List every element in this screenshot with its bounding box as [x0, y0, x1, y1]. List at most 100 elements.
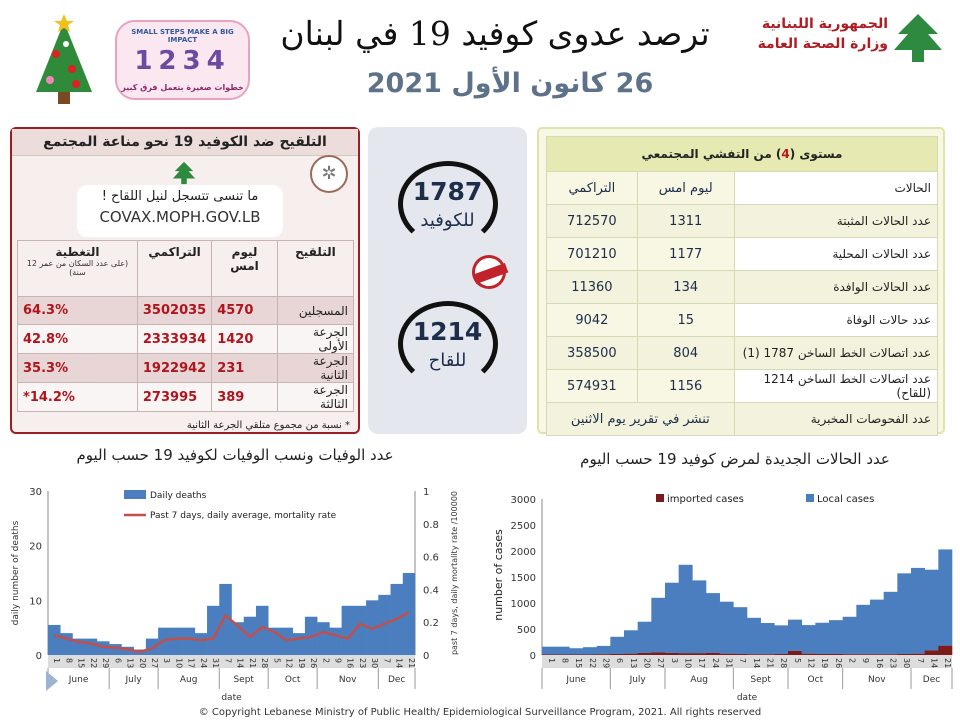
month-label: Aug [180, 675, 198, 685]
copyright-footer: © Copyright Lebanese Ministry of Public … [198, 707, 762, 718]
imported-cases-bar [856, 654, 871, 655]
y-tick-label: 3000 [511, 495, 536, 506]
imported-cases-bar [829, 653, 843, 655]
deaths-bar [145, 638, 159, 655]
x-tick-label: 16 [346, 658, 355, 668]
toll-free-stamp-icon [467, 250, 511, 294]
x-tick-label: 21 [248, 658, 257, 668]
x-tick-label: 19 [297, 658, 306, 668]
x-tick-label: 13 [629, 658, 638, 668]
month-label: July [629, 675, 647, 685]
col-yesterday: ليوم امس [636, 171, 735, 205]
imported-cases-bar [637, 652, 652, 655]
local-cases-bar [924, 569, 939, 651]
deaths-chart-title: عدد الوفيات ونسب الوفيات لكوفيد 19 حسب ا… [76, 446, 394, 464]
col-cumulative: التراكمي [546, 171, 638, 205]
x-tick-label: 8 [561, 658, 570, 663]
table-header-row: التلقيح ليوم امس التراكمي التغطية (على عد… [17, 240, 355, 297]
table-row: الجرعة الأولى 1420 2333934 42.8% [17, 324, 355, 354]
x-tick-label: 7 [223, 658, 232, 663]
local-cases-bar [719, 601, 734, 654]
row-label: عدد حالات الوفاة [733, 303, 939, 337]
imported-cases-bar [583, 654, 597, 655]
month-label: Oct [285, 675, 301, 685]
cumulative-value: 574931 [546, 369, 638, 403]
x-tick-label: 3 [670, 658, 679, 663]
x-tick-label: 7 [916, 658, 925, 663]
cumulative-value: 3502035 [136, 296, 213, 325]
row-label: عدد الحالات المحلية [733, 237, 939, 271]
registration-link[interactable]: COVAX.MOPH.GOV.LB [99, 208, 261, 226]
local-cases-bar [747, 617, 761, 655]
yesterday-value: 389 [211, 382, 278, 412]
x-tick-label: 13 [126, 658, 135, 668]
x-tick-label: 31 [211, 658, 220, 668]
local-cases-bar [801, 625, 816, 654]
hotlines-panel: 1787 للكوفيد 1214 للقاح [368, 127, 527, 434]
imported-cases-bar [760, 654, 775, 655]
row-label: عدد اتصالات الخط الساخن 1787 (1) [733, 336, 939, 370]
legend-swatch-imported [656, 494, 664, 502]
x-tick-label: 1 [52, 658, 61, 663]
row-label: الجرعة الثانية [276, 353, 355, 383]
logo-slogan: خطوات صغيرة بتعمل فرق كبير [121, 83, 244, 92]
imported-cases-bar [719, 653, 734, 655]
footnote: * نسبة من مجموع متلقي الجرعة الثانية [186, 420, 350, 431]
local-cases-bar [637, 621, 652, 653]
imported-cases-bar [542, 654, 556, 655]
y-tick-label: 30 [29, 487, 42, 498]
legend-swatch-local [806, 494, 814, 502]
col-cases: الحالات [733, 171, 939, 205]
logo-text: SMALL STEPS MAKE A BIG IMPACT [131, 28, 234, 44]
deaths-bar [341, 605, 355, 655]
cumulative-value: 358500 [546, 336, 638, 370]
imported-cases-bar [801, 653, 816, 655]
local-cases-bar [897, 573, 912, 654]
month-label: July [125, 675, 143, 685]
month-label: Nov [339, 675, 357, 685]
y-tick-label: 2500 [511, 521, 536, 532]
imported-cases-bar [747, 654, 761, 655]
yesterday-value: 4570 [211, 296, 278, 325]
y2-tick-label: 0.2 [423, 618, 439, 629]
outbreak-level-title: مستوى (4) من التفشي المجتمعي [546, 136, 938, 172]
deaths-bar [84, 638, 98, 655]
row-label: عدد اتصالات الخط الساخن 1214 (للقاح) [733, 369, 939, 403]
col-cumulative: التراكمي [136, 240, 213, 297]
y2-tick-label: 0.8 [423, 520, 439, 531]
y-tick-label: 0 [36, 651, 42, 662]
x-tick-label: 14 [236, 658, 245, 668]
tests-value: تنشر في تقرير يوم الاثنين [546, 402, 735, 436]
col-yesterday: ليوم امس [211, 240, 278, 297]
row-label: الجرعة الأولى [276, 324, 355, 354]
y2-tick-label: 0 [423, 651, 429, 662]
local-cases-bar [596, 645, 611, 655]
y-tick-label: 1500 [511, 573, 536, 584]
x-tick-label: 17 [697, 658, 706, 668]
x-tick-label: 17 [187, 658, 196, 668]
x-tick-label: 19 [820, 658, 829, 668]
imported-cases-bar [665, 652, 679, 655]
x-tick-label: 22 [89, 658, 98, 668]
imported-cases-bar [870, 654, 884, 655]
x-tick-label: 16 [875, 658, 884, 668]
local-cases-bar [542, 646, 556, 655]
x-tick-label: 23 [358, 658, 367, 668]
local-cases-bar [733, 607, 748, 654]
x-tick-label: 24 [711, 658, 720, 668]
col-vaccine: التلقيح [276, 240, 355, 297]
table-row: عدد الحالات المثبتة 1311 712570 [546, 204, 939, 238]
x-tick-label: 20 [138, 658, 147, 668]
headset-icon [398, 161, 498, 247]
x-tick-label: 8 [64, 658, 73, 663]
hotline-label: للقاح [428, 350, 467, 371]
x-axis-label: date [221, 693, 242, 703]
local-cases-bar [911, 567, 925, 654]
mortality-rate-line [53, 611, 410, 654]
y-tick-label: 10 [29, 596, 42, 607]
cumulative-value: 1922942 [136, 353, 213, 383]
yesterday-value: 1311 [636, 204, 735, 238]
deaths-bar [121, 646, 134, 655]
yesterday-value: 1156 [636, 369, 735, 403]
imported-cases-bar [897, 653, 912, 655]
